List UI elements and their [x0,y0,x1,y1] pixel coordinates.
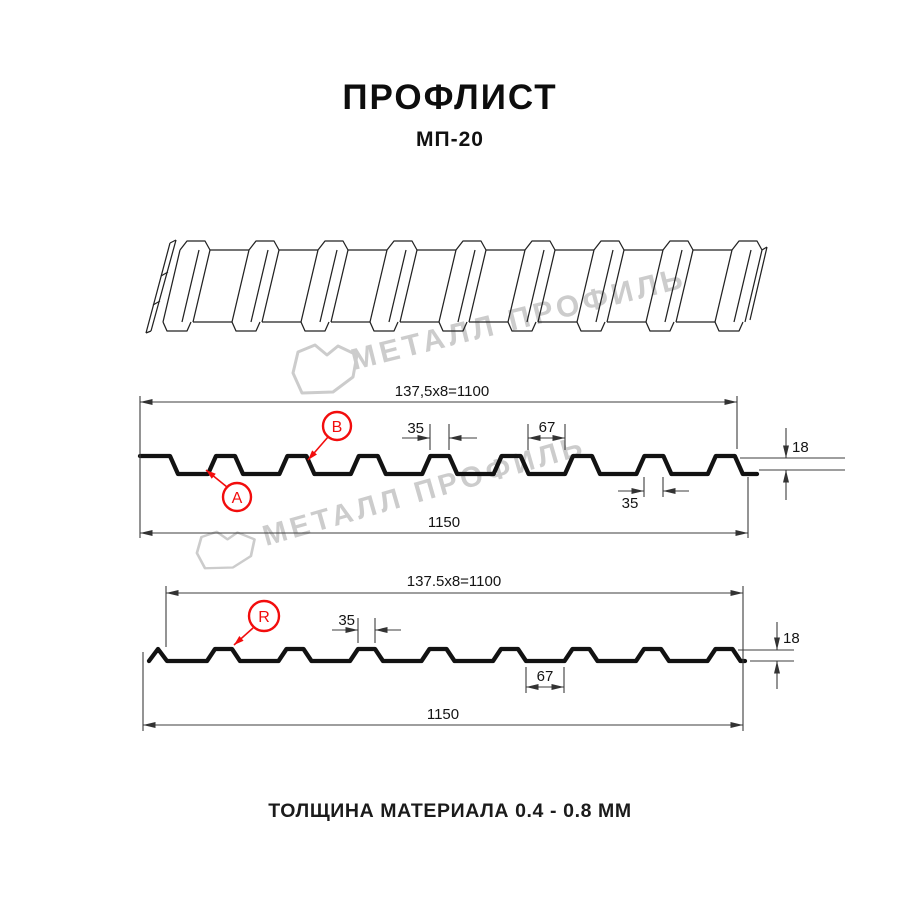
dim-label-profile-height: 18 [783,630,800,647]
metall-profil-logo-icon [195,530,256,570]
dim-label-overall-bottom: 1150 [427,706,459,723]
sheet-3d-segment [524,240,556,251]
point-b-arrow [307,436,329,461]
profile-sheet-3d [145,239,768,334]
sheet-3d-segment [537,249,556,323]
sheet-3d-segment [576,321,606,332]
sheet-3d-segment [399,249,418,323]
sheet-3d-segment [595,249,614,323]
sheet-3d-segment [330,249,349,323]
profile-outline-bottom [146,646,748,664]
sheet-3d-segment [162,249,181,323]
dim-label-coverage-bottom: 137.5x8=1100 [407,573,501,590]
sheet-3d-segment [152,271,169,306]
sheet-3d-segment [248,240,280,251]
page-title: ПРОФЛИСТ [342,78,558,117]
sheet-3d-segment [664,249,683,323]
dim-label-coverage-top: 137,5x8=1100 [395,383,489,400]
watermark-text: МЕТАЛЛ ПРОФИЛЬ [259,430,589,553]
sheet-3d-segment [733,249,752,323]
profile-cross-section-bottom: 137.5x8=1100 35 67 18 1150 [142,573,800,731]
sheet-3d-segment [645,321,675,332]
sheet-3d-segment [386,240,418,251]
dim-label-rib-top-width: 35 [338,612,355,629]
sheet-3d-segment [457,249,476,323]
point-a-letter: A [232,490,243,507]
sheet-3d-segment [231,321,261,332]
sheet-3d-segment [593,240,625,251]
dim-label-overall-top: 1150 [428,514,460,531]
profile-cross-section-top: 137,5x8=1100 35 67 18 35 [137,383,845,538]
point-label-b: B [307,410,353,461]
sheet-3d-segment [300,321,330,332]
point-label-r: R [233,599,281,646]
sheet-3d-segment [369,249,388,323]
sheet-3d-segment [300,249,319,323]
sheet-3d-segment [181,249,200,323]
point-a-circle [221,481,253,513]
sheet-3d-segment [261,249,280,323]
profile-model-name: МП-20 [416,128,484,151]
point-a-arrow [205,469,228,488]
dim-label-rib-spacing: 67 [537,668,554,685]
profile-outline-top [137,453,760,477]
sheet-3d-segment [369,321,399,332]
sheet-3d-segment [507,249,526,323]
sheet-3d-segment [455,240,487,251]
watermark-middle: МЕТАЛЛ ПРОФИЛЬ [195,430,590,570]
sheet-3d-segment [231,249,250,323]
metall-profil-logo-icon [291,343,359,395]
sheet-3d-segment [179,240,211,251]
sheet-3d-segment [714,321,744,332]
sheet-3d-segment [731,240,763,251]
sheet-3d-segment [662,240,694,251]
dim-label-profile-height: 18 [792,439,809,456]
sheet-3d-segment [507,321,537,332]
sheet-3d-segment [319,249,338,323]
sheet-3d-segment [438,249,457,323]
sheet-3d-segment [714,249,733,323]
sheet-3d-segment [317,240,349,251]
sheet-3d-segment [744,249,763,323]
sheet-3d-segment [606,249,625,323]
point-label-a: A [205,469,253,513]
dim-label-rib-top-width: 35 [407,420,424,437]
sheet-3d-segment [675,249,694,323]
sheet-3d-segment [145,239,177,334]
material-thickness-note: ТОЛЩИНА МАТЕРИАЛА 0.4 - 0.8 ММ [268,800,632,822]
point-b-circle [321,410,353,442]
point-r-letter: R [258,609,270,626]
point-r-arrow [233,627,254,646]
point-b-letter: B [332,419,343,436]
point-r-circle [247,599,281,633]
sheet-3d-segment [645,249,664,323]
dim-label-rib-bottom-width: 35 [622,495,639,512]
sheet-3d-segment [192,249,211,323]
sheet-3d-segment [749,246,768,321]
sheet-3d-segment [526,249,545,323]
sheet-3d-segment [388,249,407,323]
watermark-top: МЕТАЛЛ ПРОФИЛЬ [291,262,690,395]
sheet-3d-segment [250,249,269,323]
sheet-3d-segment [576,249,595,323]
sheet-3d-segment [162,321,192,332]
sheet-3d-segment [438,321,468,332]
dim-label-rib-spacing: 67 [539,419,556,436]
sheet-3d-segment [468,249,487,323]
